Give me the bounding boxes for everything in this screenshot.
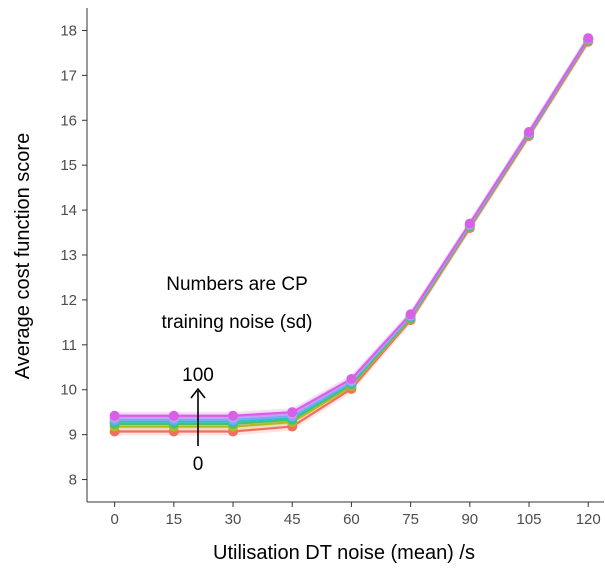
x-tick-label: 105 (516, 511, 541, 528)
y-tick-label: 10 (60, 382, 77, 399)
data-point (287, 407, 298, 418)
data-point (168, 410, 179, 421)
y-tick-label: 17 (60, 67, 77, 84)
y-tick-label: 13 (60, 247, 77, 264)
annotation-line-2: training noise (sd) (161, 312, 312, 333)
y-axis-ticks: 8 9 10 11 12 13 14 15 16 17 18 (60, 22, 87, 489)
x-tick-label: 75 (402, 511, 419, 528)
x-tick-label: 45 (284, 511, 301, 528)
y-tick-label: 12 (60, 292, 77, 309)
series-line (114, 38, 590, 421)
arrow-label-top: 100 (182, 365, 214, 386)
data-point (583, 33, 594, 44)
data-point (346, 373, 357, 384)
x-tick-label: 30 (225, 511, 242, 528)
x-tick-label: 120 (576, 511, 601, 528)
x-tick-label: 60 (343, 511, 360, 528)
arrow-head (190, 387, 206, 399)
x-axis-title: Utilisation DT noise (mean) /s (213, 542, 475, 564)
y-tick-label: 16 (60, 112, 77, 129)
annotation-line-1: Numbers are CP (166, 274, 308, 295)
series-points (109, 33, 594, 437)
series-line (114, 37, 590, 417)
x-tick-label: 15 (165, 511, 182, 528)
data-point (228, 410, 239, 421)
y-tick-label: 8 (69, 472, 77, 489)
data-point (524, 126, 535, 137)
x-tick-label: 0 (110, 511, 118, 528)
x-axis-ticks: 0 15 30 45 60 75 90 105 120 (110, 502, 601, 528)
y-tick-label: 18 (60, 22, 77, 39)
y-tick-label: 15 (60, 157, 77, 174)
data-point (109, 410, 120, 421)
series-ribbon (114, 34, 589, 422)
x-tick-label: 90 (461, 511, 478, 528)
series-line (114, 37, 590, 419)
arrow-label-bottom: 0 (193, 454, 204, 475)
series-ribbon (114, 34, 589, 420)
y-tick-label: 9 (69, 427, 77, 444)
y-axis-title: Average cost function score (12, 133, 34, 379)
data-point (405, 309, 416, 320)
y-tick-label: 11 (61, 337, 77, 354)
data-point (464, 218, 475, 229)
y-tick-label: 14 (60, 202, 77, 219)
